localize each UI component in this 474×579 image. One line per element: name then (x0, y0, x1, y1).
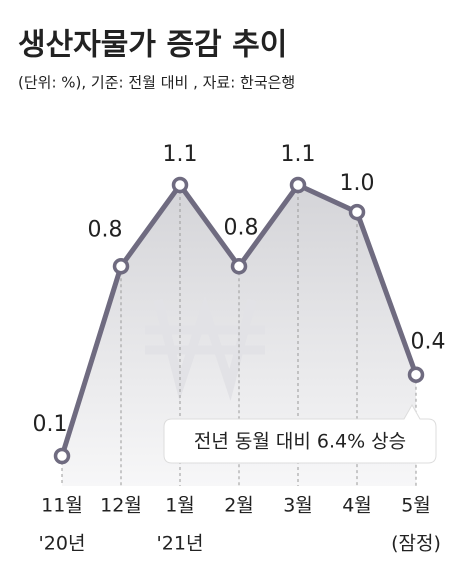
point (53, 447, 71, 465)
x-tick-label: 2월 (224, 495, 254, 517)
point (112, 258, 130, 275)
x-tick-label: 4월 (342, 495, 372, 517)
x-tick-label: 5월 (401, 495, 431, 517)
value-label: 0.4 (411, 330, 446, 355)
point (407, 366, 425, 383)
x-tick-label: 1월 (165, 495, 195, 517)
plot: 전년 동월 대비 6.4% 상승 0.1 11월 '20년 0.8 12월 1.1 1월 '21… (33, 142, 446, 555)
annotation-box (163, 403, 437, 464)
value-label: 1.0 (340, 171, 375, 196)
chart-subtitle: (단위: %), 기준: 전월 대비 , 자료: 한국은행 (18, 74, 295, 92)
point (171, 176, 189, 194)
x-tick-sublabel: (잠정) (391, 533, 441, 555)
point (348, 203, 366, 221)
annotation: 전년 동월 대비 6.4% 상승 (194, 431, 406, 453)
point (289, 176, 307, 194)
watermark (145, 295, 265, 401)
x-tick-label: 11월 (41, 495, 83, 517)
value-label: 1.1 (281, 142, 316, 167)
x-tick-label: 3월 (283, 495, 313, 517)
point (230, 258, 248, 275)
x-tick-label: 12월 (100, 495, 142, 517)
x-tick-sublabel: '21년 (157, 533, 204, 555)
value-label: 0.8 (224, 215, 259, 240)
watermark-w (153, 295, 257, 401)
chart-title: 생산자물가 증감 추이 (18, 28, 287, 63)
value-label: 0.8 (88, 217, 123, 242)
value-label: 0.1 (33, 412, 68, 437)
x-tick-sublabel: '20년 (39, 533, 86, 555)
value-label: 1.1 (163, 142, 198, 167)
